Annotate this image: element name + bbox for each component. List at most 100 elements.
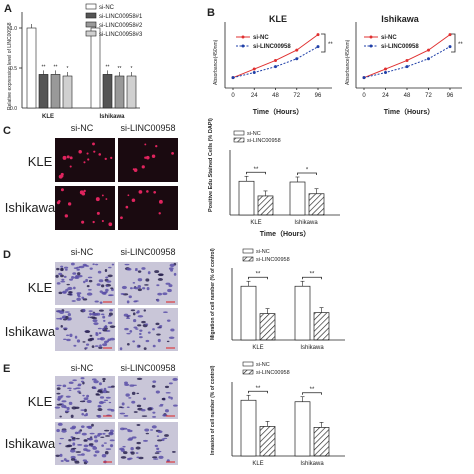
invasion-ishikawa-si-nc-cell-64 bbox=[101, 454, 107, 458]
migration-kle-si-nc-cell-65 bbox=[82, 263, 87, 267]
invasion-kle-si-nc-cell-59 bbox=[99, 396, 105, 399]
invasion-ishikawa-si-nc-cell-43 bbox=[61, 429, 67, 433]
edu-kle-si-nc-cell-14 bbox=[61, 175, 64, 178]
migration-ishikawa-si-nc-cell-52 bbox=[94, 345, 99, 347]
migration-kle-si-nc-cell-3 bbox=[82, 298, 88, 301]
migration-kle-si-nc-cell-59 bbox=[110, 287, 114, 290]
invasion-ishikawa-si-nc-cell-45 bbox=[94, 439, 99, 443]
migration-ishikawa-si-linc-cell-10 bbox=[133, 318, 137, 323]
migration-ishikawa-si-linc-cell-41 bbox=[138, 345, 141, 347]
migration-ishikawa-si-nc-cell-51 bbox=[55, 327, 59, 330]
migration-kle-si-linc-cell-4 bbox=[137, 288, 142, 292]
invasion-kle-si-linc-cell-35 bbox=[152, 416, 157, 418]
point-linesB2-1-4 bbox=[448, 45, 452, 49]
edu-ishikawa-si-nc-cell-10 bbox=[64, 214, 69, 218]
edu-ishikawa-si-linc-cell-7 bbox=[158, 212, 161, 215]
point-linesB2-0-2 bbox=[405, 58, 409, 62]
panel-b1-xlabel: Time（Hours） bbox=[253, 108, 303, 116]
migration-kle-si-linc-cell-42 bbox=[147, 271, 151, 275]
bar-a-1-0 bbox=[90, 27, 101, 109]
migration-ishikawa-si-linc-cell-27 bbox=[143, 347, 147, 351]
invasion-kle-si-linc-cell-42 bbox=[123, 414, 129, 417]
point-linesB1-1-0 bbox=[231, 76, 235, 80]
migration-kle-si-nc-cell-10 bbox=[66, 283, 70, 286]
migration-kle-si-nc-cell-62 bbox=[92, 263, 95, 266]
invasion-kle-si-linc-cell-37 bbox=[164, 385, 170, 389]
migration-ishikawa-si-nc-cell-10 bbox=[102, 343, 108, 347]
invasion-kle-si-linc-cell-32 bbox=[125, 393, 130, 397]
migration-kle-si-nc-cell-56 bbox=[77, 293, 80, 297]
invasion-kle-si-linc-cell-34 bbox=[158, 405, 164, 407]
edu-kle-si-linc-background bbox=[118, 138, 178, 182]
invasion-kle-si-linc-cell-9 bbox=[165, 392, 171, 394]
invasion-ishikawa-si-nc-cell-48 bbox=[77, 444, 83, 446]
bar-barsE-0-1 bbox=[259, 426, 276, 457]
invasion-kle-si-nc-cell-55 bbox=[64, 410, 70, 413]
panel-d-cat-ishikawa: Ishikawa bbox=[300, 345, 324, 351]
invasion-kle-si-nc-cell-11 bbox=[68, 381, 74, 385]
invasion-kle-si-nc-cell-75 bbox=[70, 414, 74, 419]
migration-kle-si-nc-cell-77 bbox=[64, 268, 68, 271]
invasion-kle-si-linc-cell-17 bbox=[159, 403, 164, 406]
migration-ishikawa-si-linc-cell-3 bbox=[156, 333, 161, 336]
migration-kle-si-nc-cell-69 bbox=[65, 288, 69, 292]
migration-kle-si-linc-cell-35 bbox=[120, 292, 125, 295]
invasion-kle-si-nc-cell-53 bbox=[93, 380, 99, 384]
migration-ishikawa-si-linc-cell-1 bbox=[135, 328, 139, 330]
invasion-kle-si-nc-cell-60 bbox=[61, 400, 67, 403]
invasion-kle-si-nc-cell-74 bbox=[91, 378, 97, 381]
edu-ishikawa-si-nc-cell-15 bbox=[83, 189, 86, 193]
invasion-ishikawa-si-linc-cell-43 bbox=[120, 456, 127, 459]
migration-kle-si-linc-cell-18 bbox=[141, 267, 146, 270]
panel-e: Invasion of cell number (% of control) *… bbox=[210, 361, 345, 467]
migration-kle-si-nc-cell-70 bbox=[77, 272, 81, 276]
invasion-ishikawa-si-nc-cell-5 bbox=[105, 448, 112, 450]
edu-ishikawa-si-nc-cell-1 bbox=[96, 211, 100, 215]
migration-kle-si-nc-cell-39 bbox=[73, 286, 76, 290]
invasion-ishikawa-si-linc-cell-5 bbox=[136, 424, 141, 427]
line-linesB2-0 bbox=[363, 34, 451, 79]
invasion-ishikawa-si-nc-cell-71 bbox=[74, 461, 80, 464]
migration-ishikawa-si-linc-cell-37 bbox=[119, 347, 123, 351]
invasion-kle-si-nc-cell-79 bbox=[100, 388, 104, 390]
migration-ishikawa-si-nc-cell-23 bbox=[97, 338, 101, 340]
bar-a-0-1 bbox=[38, 74, 49, 109]
panel-d-cat-kle: KLE bbox=[252, 345, 263, 351]
migration-ishikawa-si-linc-cell-42 bbox=[132, 312, 136, 316]
edu-kle-si-nc-cell-3 bbox=[78, 150, 82, 154]
edu-kle-si-nc-cell-8 bbox=[62, 155, 67, 160]
col-label-si-linc-c: si-LINC00958 bbox=[120, 123, 175, 133]
invasion-kle-si-linc-cell-2 bbox=[173, 404, 178, 407]
migration-kle-si-nc-cell-24 bbox=[99, 290, 103, 293]
migration-kle-si-linc-cell-13 bbox=[168, 284, 173, 288]
migration-kle-si-nc-image bbox=[55, 262, 115, 305]
migration-kle-si-linc-cell-23 bbox=[137, 285, 142, 289]
migration-ishikawa-si-nc-cell-29 bbox=[92, 319, 98, 323]
edu-kle-si-linc-cell-0 bbox=[151, 154, 156, 159]
edu-ishikawa-si-linc-cell-1 bbox=[131, 198, 136, 203]
invasion-kle-si-nc-cell-63 bbox=[56, 392, 61, 395]
point-linesB2-0-1 bbox=[384, 67, 387, 71]
bar-barsE-0-0 bbox=[240, 399, 257, 457]
invasion-kle-si-nc-cell-9 bbox=[80, 409, 86, 411]
point-linesB1-0-2 bbox=[274, 58, 277, 62]
invasion-ishikawa-si-nc-cell-76 bbox=[93, 454, 97, 457]
invasion-kle-si-nc-cell-57 bbox=[67, 387, 72, 390]
migration-kle-si-nc-cell-35 bbox=[83, 280, 86, 284]
migration-ishikawa-si-nc-cell-40 bbox=[103, 319, 106, 322]
invasion-kle-si-linc-cell-26 bbox=[141, 415, 148, 417]
migration-kle-si-nc-cell-34 bbox=[87, 288, 92, 291]
migration-ishikawa-si-nc-cell-78 bbox=[56, 318, 62, 320]
migration-kle-si-nc-cell-72 bbox=[97, 270, 102, 274]
migration-kle-si-nc-cell-14 bbox=[105, 285, 109, 288]
svg-text:0.0: 0.0 bbox=[10, 106, 17, 112]
edu-ishikawa-si-linc-background bbox=[118, 186, 178, 230]
invasion-kle-si-nc-cell-34 bbox=[72, 379, 77, 382]
sig-barsD-1: ** bbox=[310, 272, 315, 278]
migration-ishikawa-si-nc-cell-38 bbox=[82, 308, 86, 312]
invasion-ishikawa-si-linc-cell-36 bbox=[130, 451, 135, 455]
invasion-ishikawa-si-nc-cell-56 bbox=[92, 446, 98, 450]
panel-a-legend-2: si-LINC00958#1 bbox=[99, 14, 143, 20]
invasion-kle-si-linc-cell-39 bbox=[168, 382, 173, 385]
panel-b2-legend-2: si-LINC00958 bbox=[381, 44, 419, 50]
